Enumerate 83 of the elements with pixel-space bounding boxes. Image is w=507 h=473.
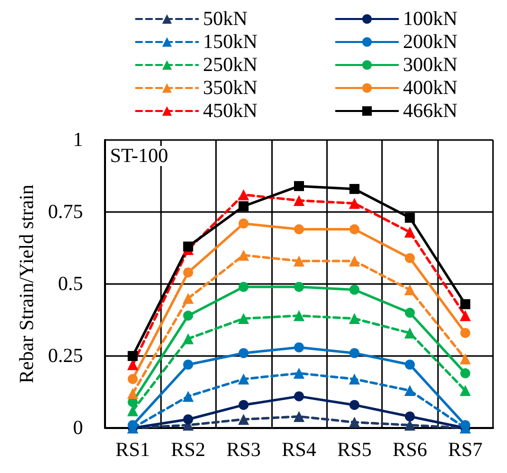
point [183, 360, 194, 370]
point [404, 226, 416, 238]
point [127, 388, 138, 399]
legend-label: 350kN [203, 77, 258, 99]
legend-label: 466kN [403, 100, 458, 122]
point [348, 198, 360, 209]
point [404, 420, 416, 431]
point [238, 400, 249, 410]
point [349, 400, 360, 410]
point [349, 184, 360, 194]
point [460, 368, 470, 378]
point [183, 414, 194, 424]
x-tick-label: RS6 [392, 439, 428, 461]
x-tick-label: RS2 [170, 439, 206, 461]
point [183, 267, 194, 278]
point [294, 342, 304, 352]
point [182, 292, 194, 304]
x-tick-label: RS7 [448, 439, 483, 461]
y-tick-label: 1 [73, 129, 83, 151]
point [128, 374, 138, 384]
point [294, 410, 304, 422]
point [182, 390, 194, 402]
y-tick-label: 0.75 [48, 201, 83, 223]
point [294, 368, 304, 379]
legend-label: 200kN [403, 31, 458, 53]
point [460, 353, 471, 364]
y-tick-label: 0 [73, 417, 83, 439]
point [349, 348, 360, 358]
point [460, 299, 470, 310]
y-axis-title: Rebar Strain/Yield strain [16, 184, 38, 384]
point [404, 284, 416, 296]
point [238, 374, 250, 385]
point [238, 218, 249, 229]
point [183, 242, 194, 252]
point [349, 284, 360, 295]
point [348, 374, 360, 385]
y-tick-label: 0.25 [48, 345, 83, 367]
point [348, 255, 360, 266]
x-tick-label: RS1 [115, 439, 150, 461]
point [183, 310, 194, 321]
point [404, 385, 416, 396]
point [128, 420, 138, 430]
x-tick-label: RS4 [282, 439, 316, 461]
point [294, 255, 304, 266]
point [238, 189, 250, 200]
point [238, 282, 249, 292]
point [182, 333, 194, 344]
point [238, 313, 250, 324]
point [238, 414, 250, 425]
legend-label: 150kN [203, 31, 258, 53]
point [294, 224, 304, 234]
point [404, 411, 415, 422]
point [294, 194, 304, 206]
point [460, 385, 471, 396]
legend-label: 100kN [403, 8, 458, 30]
x-tick-label: RS5 [337, 439, 372, 461]
legend-label: 450kN [203, 100, 258, 122]
point [294, 282, 304, 292]
legend-label: 250kN [203, 54, 258, 76]
annotation: ST-100 [110, 145, 168, 167]
point [460, 310, 471, 322]
y-tick-label: 0.5 [58, 273, 83, 295]
point [404, 327, 416, 338]
legend-label: 50kN [203, 8, 248, 30]
point [349, 224, 360, 234]
point [404, 212, 415, 223]
point [404, 308, 415, 318]
point [128, 351, 138, 361]
point [348, 313, 360, 324]
point [238, 348, 249, 358]
point [294, 310, 304, 322]
legend-label: 300kN [403, 54, 458, 76]
point [294, 391, 304, 402]
point [404, 360, 415, 370]
point [238, 250, 250, 261]
point [238, 201, 249, 212]
point [348, 416, 360, 428]
point [294, 181, 304, 192]
x-tick-label: RS3 [226, 439, 261, 461]
point [404, 253, 415, 264]
point [460, 420, 470, 430]
point [460, 328, 470, 338]
legend-label: 400kN [403, 77, 458, 99]
